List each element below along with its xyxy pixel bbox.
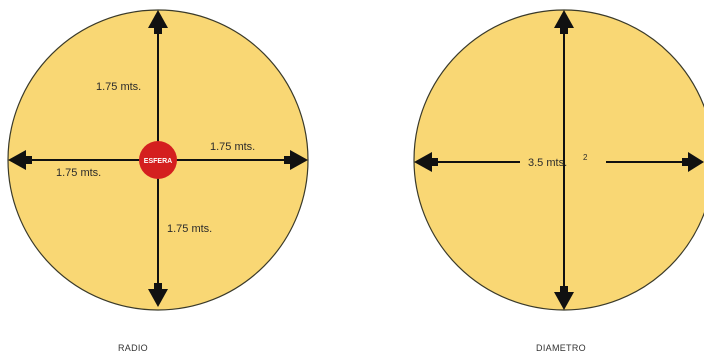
diametro-diagram: 3.5 mts. 2 DIAMETRO bbox=[413, 9, 704, 353]
diametro-caption: DIAMETRO bbox=[536, 343, 586, 353]
diametro-arrow-down-icon bbox=[554, 292, 574, 310]
diametro-arrow-left-shaft bbox=[430, 158, 438, 166]
diametro-arrow-up-icon bbox=[554, 10, 574, 28]
radio-arrow-up-shaft bbox=[154, 26, 162, 34]
diametro-arrow-left-icon bbox=[414, 152, 432, 172]
radio-arrow-right-icon bbox=[290, 150, 308, 170]
radio-arrow-down-icon bbox=[148, 289, 168, 307]
radio-label-bottom: 1.75 mts. bbox=[167, 223, 212, 235]
diametro-label: 3.5 mts. bbox=[528, 157, 567, 169]
diametro-arrow-up-shaft bbox=[560, 26, 568, 34]
esfera-center-dot bbox=[139, 141, 177, 179]
radio-diagram: ESFERA 1.75 mts. 1.75 mts. 1.75 mts. 1.7… bbox=[7, 9, 309, 353]
radio-arrow-down-shaft bbox=[154, 283, 162, 291]
radio-label-top: 1.75 mts. bbox=[96, 81, 141, 93]
esfera-label: ESFERA bbox=[144, 158, 172, 165]
radio-label-left: 1.75 mts. bbox=[56, 167, 101, 179]
radio-caption: RADIO bbox=[118, 343, 148, 353]
radio-label-right: 1.75 mts. bbox=[210, 141, 255, 153]
radio-arrow-right-shaft bbox=[284, 156, 292, 164]
diametro-arrow-right-shaft bbox=[682, 158, 690, 166]
radio-arrow-left-shaft bbox=[24, 156, 32, 164]
diametro-arrow-right-icon bbox=[688, 152, 704, 172]
diametro-label-sup: 2 bbox=[583, 153, 588, 162]
radio-arrow-up-icon bbox=[148, 10, 168, 28]
diametro-arrow-down-shaft bbox=[560, 286, 568, 294]
radio-arrow-left-icon bbox=[8, 150, 26, 170]
